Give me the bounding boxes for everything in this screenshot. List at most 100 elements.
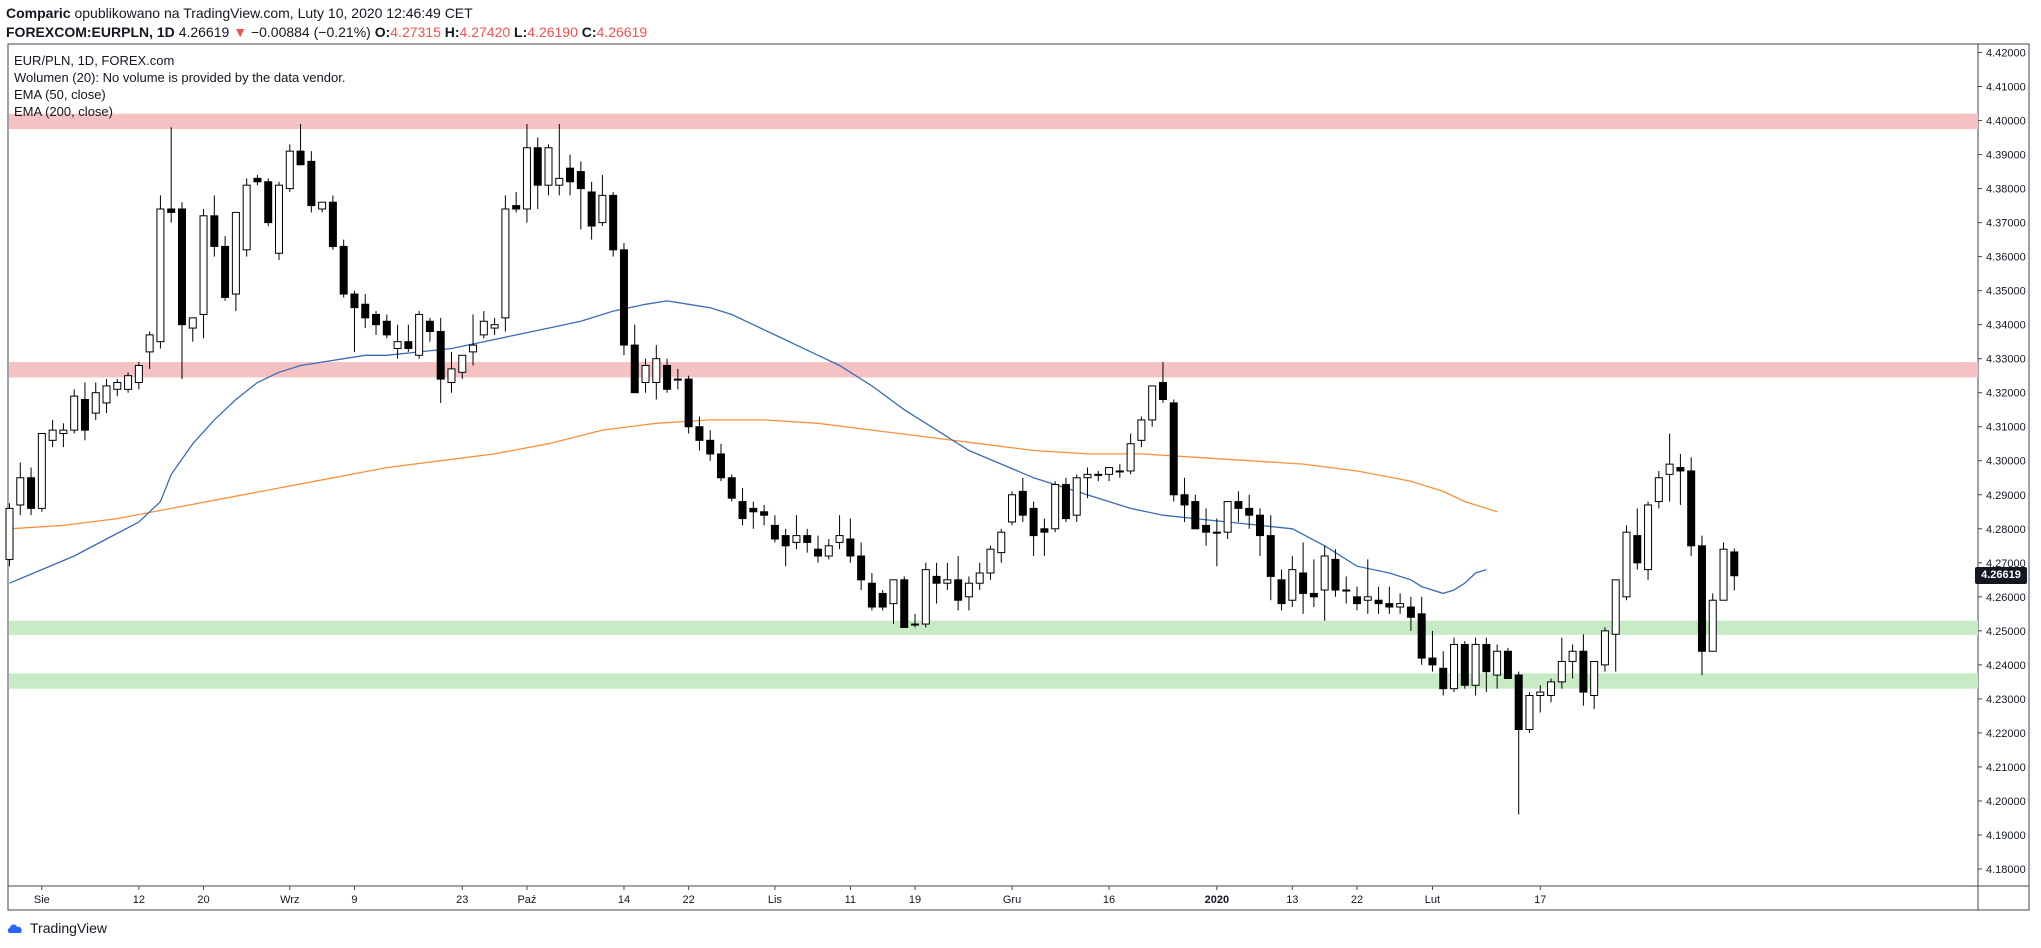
symbol-label: FOREXCOM:EURPLN, 1D (6, 24, 175, 40)
high-label: H: (444, 24, 460, 40)
candle-down (296, 150, 305, 166)
candle-down (1353, 596, 1361, 605)
candle-down (372, 313, 381, 326)
price-tick-label: 4.33000 (1986, 354, 2026, 366)
candle-down (382, 320, 391, 336)
candle-down (663, 364, 672, 390)
tradingview-brand[interactable]: TradingView (6, 920, 107, 936)
candle-down (1579, 650, 1588, 693)
candle-down (1061, 484, 1070, 520)
zones-layer (9, 113, 1978, 689)
candle-up (1105, 467, 1114, 475)
candles-layer (5, 123, 1739, 815)
candle-down (533, 147, 542, 186)
candle-down (803, 535, 812, 543)
time-tick-label: 11 (845, 894, 856, 906)
price-tick-label: 4.18000 (1986, 864, 2026, 876)
candle-down (1029, 507, 1038, 537)
candle-up (458, 354, 467, 373)
candle-up (318, 201, 327, 210)
legend-ema-50[interactable]: EMA (50, close) (14, 87, 106, 102)
candle-up (673, 378, 682, 381)
candle-up (1622, 531, 1631, 598)
candle-down (566, 167, 575, 183)
candle-down (1417, 613, 1426, 659)
candle-up (1525, 694, 1534, 731)
candle-up (37, 433, 46, 509)
candle-down (781, 535, 790, 547)
candle-up (986, 548, 995, 574)
candle-up (1557, 660, 1566, 683)
candle-up (522, 147, 531, 210)
candle-up (134, 364, 143, 384)
legend-title[interactable]: EUR/PLN, 1D, FOREX.com (14, 53, 175, 68)
candle-up (501, 208, 510, 319)
candle-up (943, 579, 952, 584)
candle-up (156, 208, 165, 343)
price-tick-label: 4.35000 (1986, 286, 2026, 298)
candle-down (770, 524, 779, 540)
candle-down (738, 501, 747, 520)
candle-up (1008, 494, 1017, 523)
price-tick-label: 4.41000 (1986, 82, 2026, 94)
candle-down (221, 245, 230, 298)
support-zone (9, 673, 1978, 689)
time-tick-label: 16 (1103, 894, 1115, 906)
price-tick-label: 4.27000 (1986, 558, 2026, 570)
author-name[interactable]: Comparic (6, 5, 71, 21)
candle-down (706, 439, 715, 455)
price-tick-label: 4.36000 (1986, 252, 2026, 264)
candle-down (1191, 501, 1200, 530)
candle-up (921, 569, 930, 625)
candle-up (1590, 660, 1599, 696)
resistance-zone (9, 362, 1978, 378)
candle-down (1309, 592, 1318, 598)
candle-down (328, 201, 337, 247)
time-axis[interactable]: Sie 12 20 Wrz 9 23 Paź 14 22 Lis 11 19 Gru 16 2020 13 22… (34, 886, 1546, 906)
candle-up (997, 531, 1006, 554)
candle-down (857, 555, 866, 581)
ema-50-line (9, 300, 1487, 595)
candle-down (1266, 535, 1275, 577)
price-tick-label: 4.38000 (1986, 184, 2026, 196)
candle-up (1611, 579, 1620, 635)
last-price: 4.26619 (178, 24, 230, 40)
candle-up (641, 364, 650, 384)
legend-ema-200[interactable]: EMA (200, close) (14, 104, 113, 119)
candle-up (447, 368, 456, 384)
candle-down (749, 507, 758, 513)
legend-volume[interactable]: Wolumen (20): No volume is provided by t… (14, 70, 346, 85)
publish-line: Comparic opublikowano na TradingView.com… (6, 4, 1706, 23)
time-tick-label: Gru (1003, 894, 1021, 906)
candle-up (16, 477, 25, 506)
candle-down (587, 191, 596, 227)
candle-down (932, 575, 941, 584)
price-tick-label: 4.34000 (1986, 320, 2026, 332)
candle-up (1115, 470, 1124, 473)
chart-legend: EUR/PLN, 1D, FOREX.com Wolumen (20): No … (14, 52, 345, 120)
candle-down (512, 205, 521, 210)
candle-down (900, 579, 909, 628)
candle-up (199, 215, 208, 315)
candle-up (1288, 569, 1297, 601)
price-tick-label: 4.40000 (1986, 116, 2026, 128)
candle-up (1654, 477, 1663, 503)
candle-up (1320, 555, 1329, 591)
price-tick-label: 4.21000 (1986, 762, 2026, 774)
price-axis[interactable]: 4.42000 4.41000 4.40000 4.39000 4.38000 4.370… (1978, 48, 2026, 876)
ema-200-layer (9, 419, 1498, 530)
price-change: −0.00884 (−0.21%) (250, 24, 371, 40)
low-label: L: (514, 24, 528, 40)
candle-down (1245, 507, 1254, 516)
candle-up (285, 150, 294, 190)
close-value: 4.26619 (596, 24, 648, 40)
chart-border (7, 43, 2030, 911)
price-tick-label: 4.32000 (1986, 388, 2026, 400)
price-tick-label: 4.28000 (1986, 524, 2026, 536)
candle-up (91, 392, 100, 414)
candle-up (1450, 643, 1459, 690)
candle-up (555, 177, 564, 186)
price-tick-label: 4.26000 (1986, 592, 2026, 604)
candle-down (576, 171, 585, 190)
